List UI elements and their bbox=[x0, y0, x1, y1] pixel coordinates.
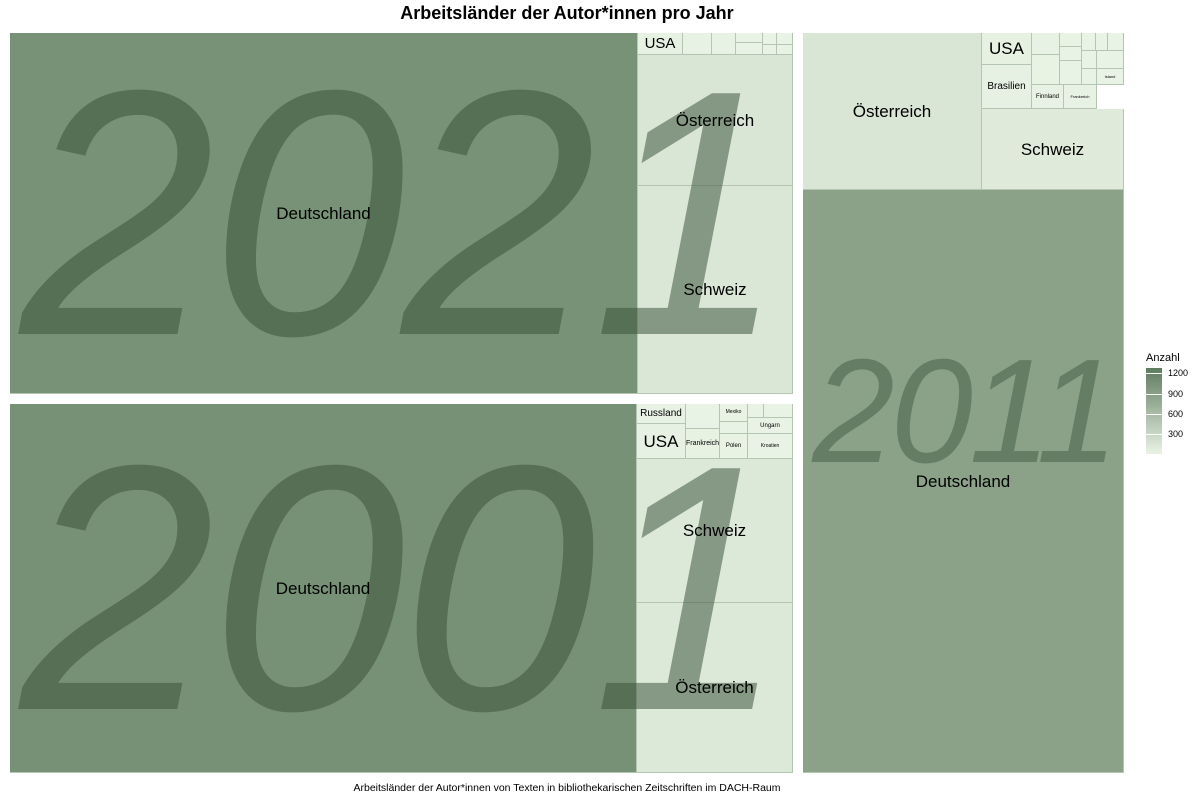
treemap-cell-2011-island: Island bbox=[1097, 69, 1124, 85]
treemap-cell-2001-cell-11 bbox=[720, 422, 748, 434]
treemap-cell-2011-cell-11 bbox=[1060, 47, 1082, 61]
treemap-cell-2011-schweiz: Schweiz bbox=[982, 109, 1124, 190]
color-legend: Anzahl 1200 900 600 300 bbox=[1146, 352, 1196, 454]
treemap-cell-2011-oesterreich: Österreich bbox=[803, 33, 982, 190]
treemap-cell-label: Deutschland bbox=[915, 471, 1011, 491]
treemap-cell-label: Finnland bbox=[1035, 93, 1059, 100]
treemap-cell-label: USA bbox=[643, 431, 679, 451]
treemap-cell-label: Deutschland bbox=[276, 203, 371, 223]
legend-tick bbox=[1146, 373, 1162, 375]
legend-tick-label: 1200 bbox=[1168, 368, 1189, 379]
treemap-cell-label: Kroatien bbox=[760, 442, 780, 449]
treemap-cell-label: Schweiz bbox=[682, 521, 747, 540]
treemap-cell-2001-cell-10 bbox=[686, 404, 720, 429]
treemap-cell-2021-cell-11 bbox=[777, 45, 793, 55]
treemap-cell-2001-ungarn: Ungarn bbox=[748, 418, 793, 434]
treemap-cell-2001-usa: USA bbox=[637, 424, 686, 459]
treemap-panel-2001: 2001 Deutschland Schweiz Österreich USA Russ… bbox=[10, 404, 793, 773]
treemap-cell-label: Russland bbox=[640, 407, 682, 419]
treemap-cell-2021-deutschland: Deutschland bbox=[10, 33, 638, 394]
legend-color-bar bbox=[1146, 368, 1162, 454]
treemap-cell-2011-cell-16 bbox=[1082, 51, 1097, 69]
treemap-cell-2011-cell-13 bbox=[1082, 33, 1096, 51]
treemap-cell-2011-cell-9 bbox=[1032, 55, 1060, 85]
treemap-cell-2011-deutschland: Deutschland bbox=[803, 190, 1124, 773]
treemap-cell-2011-finnland: Finnland bbox=[1032, 85, 1064, 109]
legend-tick-label: 600 bbox=[1168, 408, 1184, 419]
legend-tick bbox=[1146, 433, 1162, 435]
treemap-cell-2021-cell-5 bbox=[712, 33, 736, 55]
treemap-cell-2011-cell-18 bbox=[1082, 69, 1097, 85]
treemap-cell-label: Brasilien bbox=[987, 80, 1026, 92]
treemap-cell-label: USA bbox=[989, 39, 1024, 58]
treemap-cell-2001-deutschland: Deutschland bbox=[10, 404, 637, 773]
treemap-cell-2011-cell-14 bbox=[1096, 33, 1108, 51]
treemap-cell-2011-cell-17 bbox=[1097, 51, 1124, 69]
treemap-cell-2021-schweiz: Schweiz bbox=[638, 186, 793, 394]
legend-tick bbox=[1146, 393, 1162, 395]
treemap-cell-label: Schweiz bbox=[1020, 139, 1085, 159]
chart-title: Arbeitsländer der Autor*innen pro Jahr bbox=[400, 3, 734, 23]
treemap-cell-label: Mexiko bbox=[725, 409, 742, 415]
treemap-cell-label: Polen bbox=[725, 443, 742, 449]
treemap-cell-2021-cell-9 bbox=[763, 45, 777, 55]
treemap-cell-2021-oesterreich: Österreich bbox=[638, 55, 793, 186]
treemap-cell-label: Frankreich bbox=[1070, 93, 1090, 99]
treemap-cell-2011-cell-15 bbox=[1108, 33, 1124, 51]
legend-title: Anzahl bbox=[1146, 352, 1180, 364]
treemap-cell-2021-usa: USA bbox=[638, 33, 683, 55]
treemap-cell-2001-cell-13 bbox=[764, 404, 793, 418]
treemap-cell-2001-russland: Russland bbox=[637, 404, 686, 424]
treemap-cell-label: Island bbox=[1104, 73, 1116, 79]
treemap-cell-2001-mexiko: Mexiko bbox=[720, 404, 748, 422]
treemap-cell-2021-cell-7 bbox=[736, 43, 763, 55]
legend-tick bbox=[1146, 413, 1162, 415]
treemap-panel-2021: 2021 Deutschland Österreich Schweiz USA bbox=[10, 33, 793, 394]
treemap-cell-2021-cell-8 bbox=[763, 33, 777, 45]
treemap-cell-2001-oesterreich: Österreich bbox=[637, 603, 793, 773]
treemap-cell-label: Österreich bbox=[852, 101, 932, 121]
treemap-cell-label: Frankreich bbox=[686, 440, 720, 447]
treemap-cell-2011-usa: USA bbox=[982, 33, 1032, 65]
treemap-cell-2001-schweiz: Schweiz bbox=[637, 459, 793, 603]
treemap-cell-2011-cell-8 bbox=[1032, 33, 1060, 55]
treemap-cell-2011-frankreich: Frankreich bbox=[1064, 85, 1097, 109]
treemap-cell-2001-polen: Polen bbox=[720, 434, 748, 459]
chart-caption: Arbeitsländer der Autor*innen von Texten… bbox=[353, 782, 781, 794]
treemap-cell-2021-cell-6 bbox=[736, 33, 763, 43]
treemap-cell-label: Deutschland bbox=[275, 578, 371, 598]
treemap-cell-label: USA bbox=[644, 35, 676, 52]
legend-tick-label: 300 bbox=[1168, 428, 1184, 439]
legend-tick-label: 900 bbox=[1168, 388, 1184, 399]
treemap-cell-2011-cell-12 bbox=[1060, 61, 1082, 85]
treemap-cell-2021-cell-10 bbox=[777, 33, 793, 45]
treemap-cell-2001-cell-12 bbox=[748, 404, 764, 418]
treemap-cell-label: Österreich bbox=[675, 110, 755, 130]
treemap-cell-2021-cell-4 bbox=[683, 33, 712, 55]
treemap-cell-label: Ungarn bbox=[760, 422, 780, 429]
treemap-panel-2011: 2011 Deutschland Österreich Schweiz USA Bras… bbox=[803, 33, 1124, 773]
treemap-cell-2001-kroatien: Kroatien bbox=[748, 434, 793, 459]
treemap-cell-2011-brasilien: Brasilien bbox=[982, 65, 1032, 109]
treemap-cell-2011-cell-10 bbox=[1060, 33, 1082, 47]
treemap-cell-label: Österreich bbox=[675, 678, 754, 697]
treemap-cell-2001-frankreich: Frankreich bbox=[686, 429, 720, 459]
treemap-cell-label: Schweiz bbox=[683, 280, 747, 299]
